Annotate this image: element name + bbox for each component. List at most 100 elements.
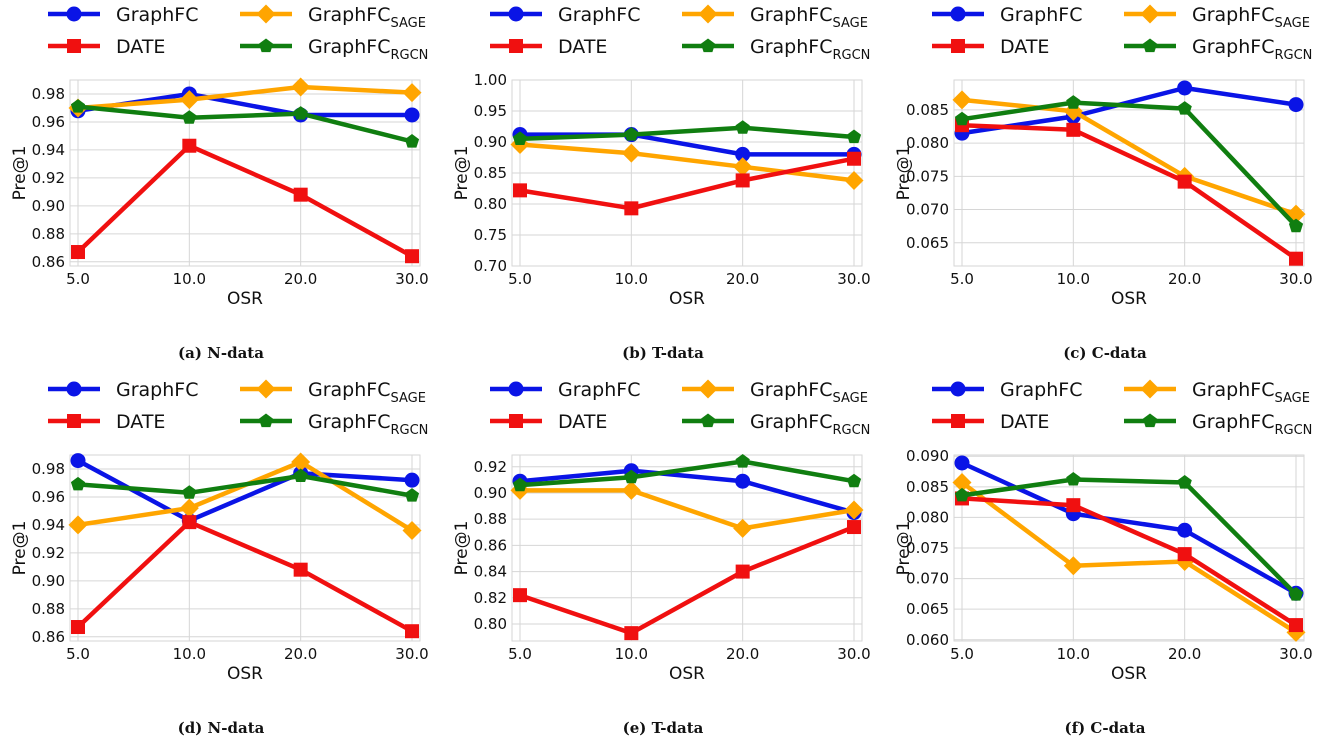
x-tick-label: 30.0 [837,645,870,663]
legend-marker [256,4,276,24]
y-tick-label: 0.86 [32,253,65,271]
data-point [291,452,311,472]
series-line [961,100,1298,228]
series-line [77,84,413,111]
data-point [182,485,197,499]
data-point [293,468,308,482]
data-point [735,473,751,489]
chart-panel-5: GraphFC GraphFCSAGE DATE GraphFCRGCN 0.80 0.8… [442,375,884,750]
data-point [179,90,199,110]
data-point [847,520,861,535]
data-point [846,473,862,488]
legend-label-sub: SAGE [1274,16,1309,31]
legend-item: GraphFCSAGE [240,4,426,31]
y-tick-label: 0.070 [906,570,949,588]
y-axis-title: Pre@1 [894,146,914,201]
x-tick-label: 20.0 [726,645,759,663]
data-point [1177,80,1193,96]
legend-label: GraphFC [558,4,640,26]
data-point [1288,587,1304,601]
x-tick-label: 20.0 [726,270,759,288]
y-tick-label: 0.88 [32,600,65,618]
data-point [70,99,86,113]
x-tick-label: 30.0 [1279,645,1312,663]
legend-marker [66,6,82,22]
x-tick-label: 5.0 [66,645,90,663]
x-tick-label: 20.0 [284,270,317,288]
y-tick-label: 0.070 [906,201,949,219]
legend-marker [698,379,718,399]
x-axis-title: OSR [227,664,263,684]
legend-label-sub: RGCN [1274,48,1312,63]
y-tick-label: 0.065 [906,234,949,252]
data-point [1177,475,1192,489]
series-GraphFC_RGCN [512,120,862,145]
legend-label: DATE [558,411,607,433]
y-tick-label: 0.085 [906,101,949,119]
legend-marker [1142,38,1158,53]
y-tick-label: 0.88 [474,510,507,528]
data-point [71,245,85,260]
chart-caption: (e) T-data [622,719,704,737]
series-DATE [513,151,861,216]
series-line [77,473,413,498]
legend-item: GraphFCSAGE [1124,4,1310,31]
legend-label-base: GraphFC [116,4,198,26]
y-axis-title: Pre@1 [452,146,472,201]
data-point [1066,498,1081,513]
data-point [1177,101,1192,115]
y-tick-label: 0.94 [32,516,65,534]
plot-frame [511,454,863,642]
data-point [404,134,420,148]
series-DATE [71,515,419,639]
x-tick-label: 20.0 [284,645,317,663]
legend-marker [66,381,82,397]
chart-caption: (d) N-data [177,719,265,737]
legend-item: GraphFC [48,4,198,26]
data-point [1288,218,1304,233]
legend-item: GraphFC [490,4,640,26]
legend-item: GraphFCSAGE [240,379,426,406]
data-point [624,201,639,216]
legend-item: DATE [48,411,165,433]
data-point [1066,122,1081,137]
chart-caption: (f) C-data [1064,719,1146,737]
legend-label-base: GraphFC [1192,411,1274,433]
legend-marker [256,379,276,399]
legend-label: DATE [1000,411,1049,433]
data-point [402,83,422,103]
data-point [735,564,750,579]
legend-label: GraphFC [1000,379,1082,401]
series-line [519,524,855,636]
data-point [512,477,528,492]
legend-label: GraphFCSAGE [1192,4,1310,31]
legend-marker [951,414,965,428]
legend-label: GraphFCSAGE [750,4,868,31]
data-point [182,138,197,153]
legend-item: DATE [490,411,607,433]
y-tick-label: 0.92 [32,169,65,187]
data-point [1066,95,1081,109]
legend-item: GraphFCSAGE [682,4,868,31]
series-line [961,496,1298,627]
y-tick-label: 0.75 [474,226,507,244]
plot-frame [953,454,1305,642]
data-point [846,129,862,144]
x-axis-title: OSR [669,664,705,684]
data-point [621,143,641,163]
legend-marker [700,38,716,53]
data-point [1063,556,1083,576]
data-point [624,469,639,484]
data-point [405,249,419,264]
legend-marker [950,381,966,397]
legend-label-base: GraphFC [1000,4,1082,26]
data-point [68,515,88,535]
legend-item: GraphFC [490,379,640,401]
x-tick-label: 5.0 [950,270,974,288]
series-line [519,459,855,488]
data-point [1177,522,1193,538]
legend-item: DATE [490,36,607,58]
